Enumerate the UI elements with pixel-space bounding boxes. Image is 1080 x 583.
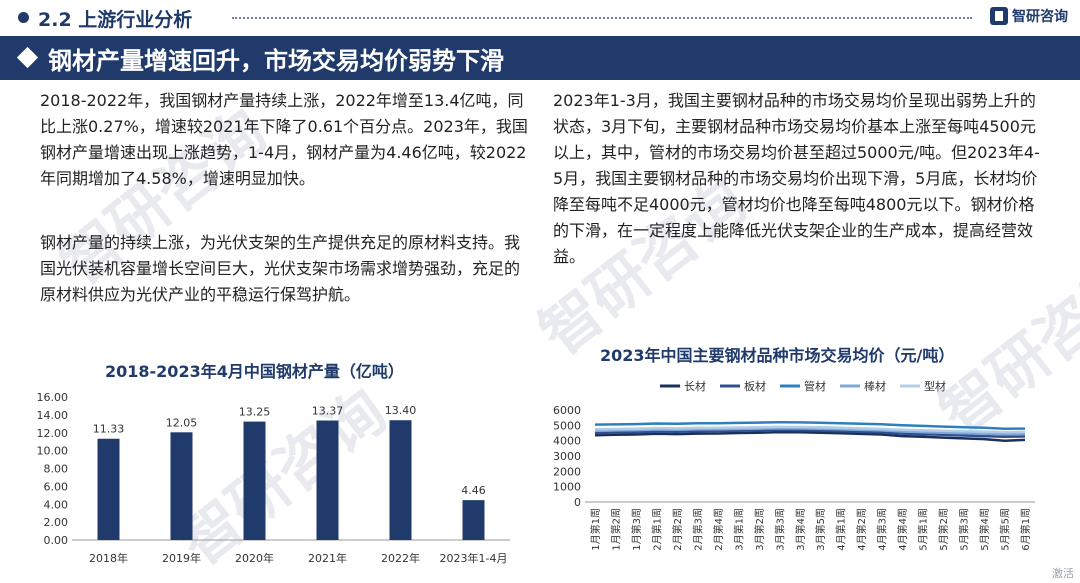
y-tick-label: 3000 <box>553 450 581 463</box>
x-tick-label: 5月第3周 <box>958 508 971 551</box>
series-line <box>594 426 1026 436</box>
x-tick-label: 2018年 <box>89 551 128 565</box>
y-tick-label: 2.00 <box>44 516 69 529</box>
y-tick-label: 6000 <box>553 404 581 417</box>
x-tick-label: 4月第1周 <box>835 508 848 551</box>
x-tick-label: 2月第3周 <box>691 508 704 551</box>
y-tick-label: 8.00 <box>44 463 69 476</box>
x-tick-label: 5月第5周 <box>999 508 1012 551</box>
x-tick-label: 2023年1-4月 <box>440 551 508 565</box>
brand-logo-icon <box>990 7 1008 25</box>
section-title: 2.2 上游行业分析 <box>38 9 193 31</box>
series-line <box>594 428 1026 439</box>
bar-value-label: 11.33 <box>93 423 125 436</box>
x-tick-label: 4月第2周 <box>855 508 868 551</box>
title-banner: 钢材产量增速回升，市场交易均价弱势下滑 <box>0 36 1080 80</box>
x-tick-label: 1月第1周 <box>589 508 602 551</box>
x-tick-label: 1月第2周 <box>609 508 622 551</box>
y-tick-label: 4000 <box>553 435 581 448</box>
x-tick-label: 3月第2周 <box>753 508 766 551</box>
x-tick-label: 1月第3周 <box>630 508 643 551</box>
y-tick-label: 2000 <box>553 465 581 478</box>
dotted-divider <box>232 17 972 19</box>
y-tick-label: 1000 <box>553 481 581 494</box>
legend-label: 长材 <box>684 379 706 393</box>
x-tick-label: 2月第2周 <box>671 508 684 551</box>
y-tick-label: 6.00 <box>44 480 69 493</box>
x-tick-label: 4月第3周 <box>876 508 889 551</box>
y-tick-label: 10.00 <box>37 445 69 458</box>
x-tick-label: 2月第1周 <box>650 508 663 551</box>
x-tick-label: 4月第4周 <box>896 508 909 551</box>
legend-label: 型材 <box>924 379 946 393</box>
y-tick-label: 12.00 <box>37 427 69 440</box>
left-paragraph-1: 2018-2022年，我国钢材产量持续上涨，2022年增至13.4亿吨，同比上涨… <box>40 91 528 188</box>
y-tick-label: 4.00 <box>44 498 69 511</box>
x-tick-label: 3月第5周 <box>814 508 827 551</box>
bar-value-label: 12.05 <box>166 416 198 429</box>
y-tick-label: 0 <box>574 496 581 509</box>
legend-label: 板材 <box>744 379 766 393</box>
x-tick-label: 3月第3周 <box>773 508 786 551</box>
legend-label: 管材 <box>804 379 826 393</box>
y-tick-label: 14.00 <box>37 409 69 422</box>
x-tick-label: 2022年 <box>381 551 420 565</box>
x-tick-label: 2月第4周 <box>712 508 725 551</box>
bar-chart-title: 2018-2023年4月中国钢材产量（亿吨） <box>105 362 404 381</box>
bar-value-label: 4.46 <box>461 484 486 497</box>
bar <box>462 500 485 540</box>
y-tick-label: 5000 <box>553 419 581 432</box>
y-tick-label: 0.00 <box>44 534 69 547</box>
diamond-icon <box>16 46 39 69</box>
corner-text: 激活 <box>1052 567 1074 580</box>
series-line <box>594 421 1026 430</box>
right-paragraph-1: 2023年1-3月，我国主要钢材品种的市场交易均价呈现出弱势上升的状态，3月下旬… <box>553 91 1040 266</box>
series-line <box>594 430 1026 442</box>
x-tick-label: 2021年 <box>308 551 347 565</box>
line-chart-title: 2023年中国主要钢材品种市场交易均价（元/吨） <box>600 346 955 365</box>
bar <box>316 420 339 540</box>
left-paragraph-2: 钢材产量的持续上涨，为光伏支架的生产提供充足的原材料支持。我国光伏装机容量增长空… <box>40 233 521 304</box>
series-line <box>594 425 1026 434</box>
brand-name: 智研咨询 <box>1012 9 1068 25</box>
legend-label: 棒材 <box>864 379 886 393</box>
top-header: 2.2 上游行业分析 智研咨询 <box>0 0 1080 36</box>
x-tick-label: 3月第1周 <box>732 508 745 551</box>
page-title: 钢材产量增速回升，市场交易均价弱势下滑 <box>48 47 504 75</box>
x-tick-label: 2020年 <box>235 551 274 565</box>
brand-logo: 智研咨询 <box>990 6 1068 26</box>
bar-value-label: 13.37 <box>312 405 344 418</box>
y-tick-label: 16.00 <box>37 391 69 404</box>
bar <box>170 432 193 540</box>
bar <box>243 421 266 540</box>
x-tick-label: 5月第2周 <box>937 508 950 551</box>
bar-chart: 0.00 2.00 4.00 6.00 8.00 10.00 12.00 14.00 16.00… <box>37 391 510 565</box>
line-chart: 长材 板材 管材 棒材 型材 0 1000 2000 3000 4000 5000 6000 1月第1周… <box>553 379 1035 551</box>
x-tick-label: 5月第4周 <box>978 508 991 551</box>
x-tick-label: 3月第4周 <box>794 508 807 551</box>
bar <box>389 420 412 540</box>
bar <box>97 438 120 540</box>
section-bullet-icon <box>18 12 29 23</box>
x-tick-label: 2019年 <box>162 551 201 565</box>
x-tick-label: 5月第1周 <box>917 508 930 551</box>
bar-value-label: 13.40 <box>385 404 417 417</box>
x-tick-label: 6月第1周 <box>1019 508 1032 551</box>
bar-value-label: 13.25 <box>239 406 271 419</box>
